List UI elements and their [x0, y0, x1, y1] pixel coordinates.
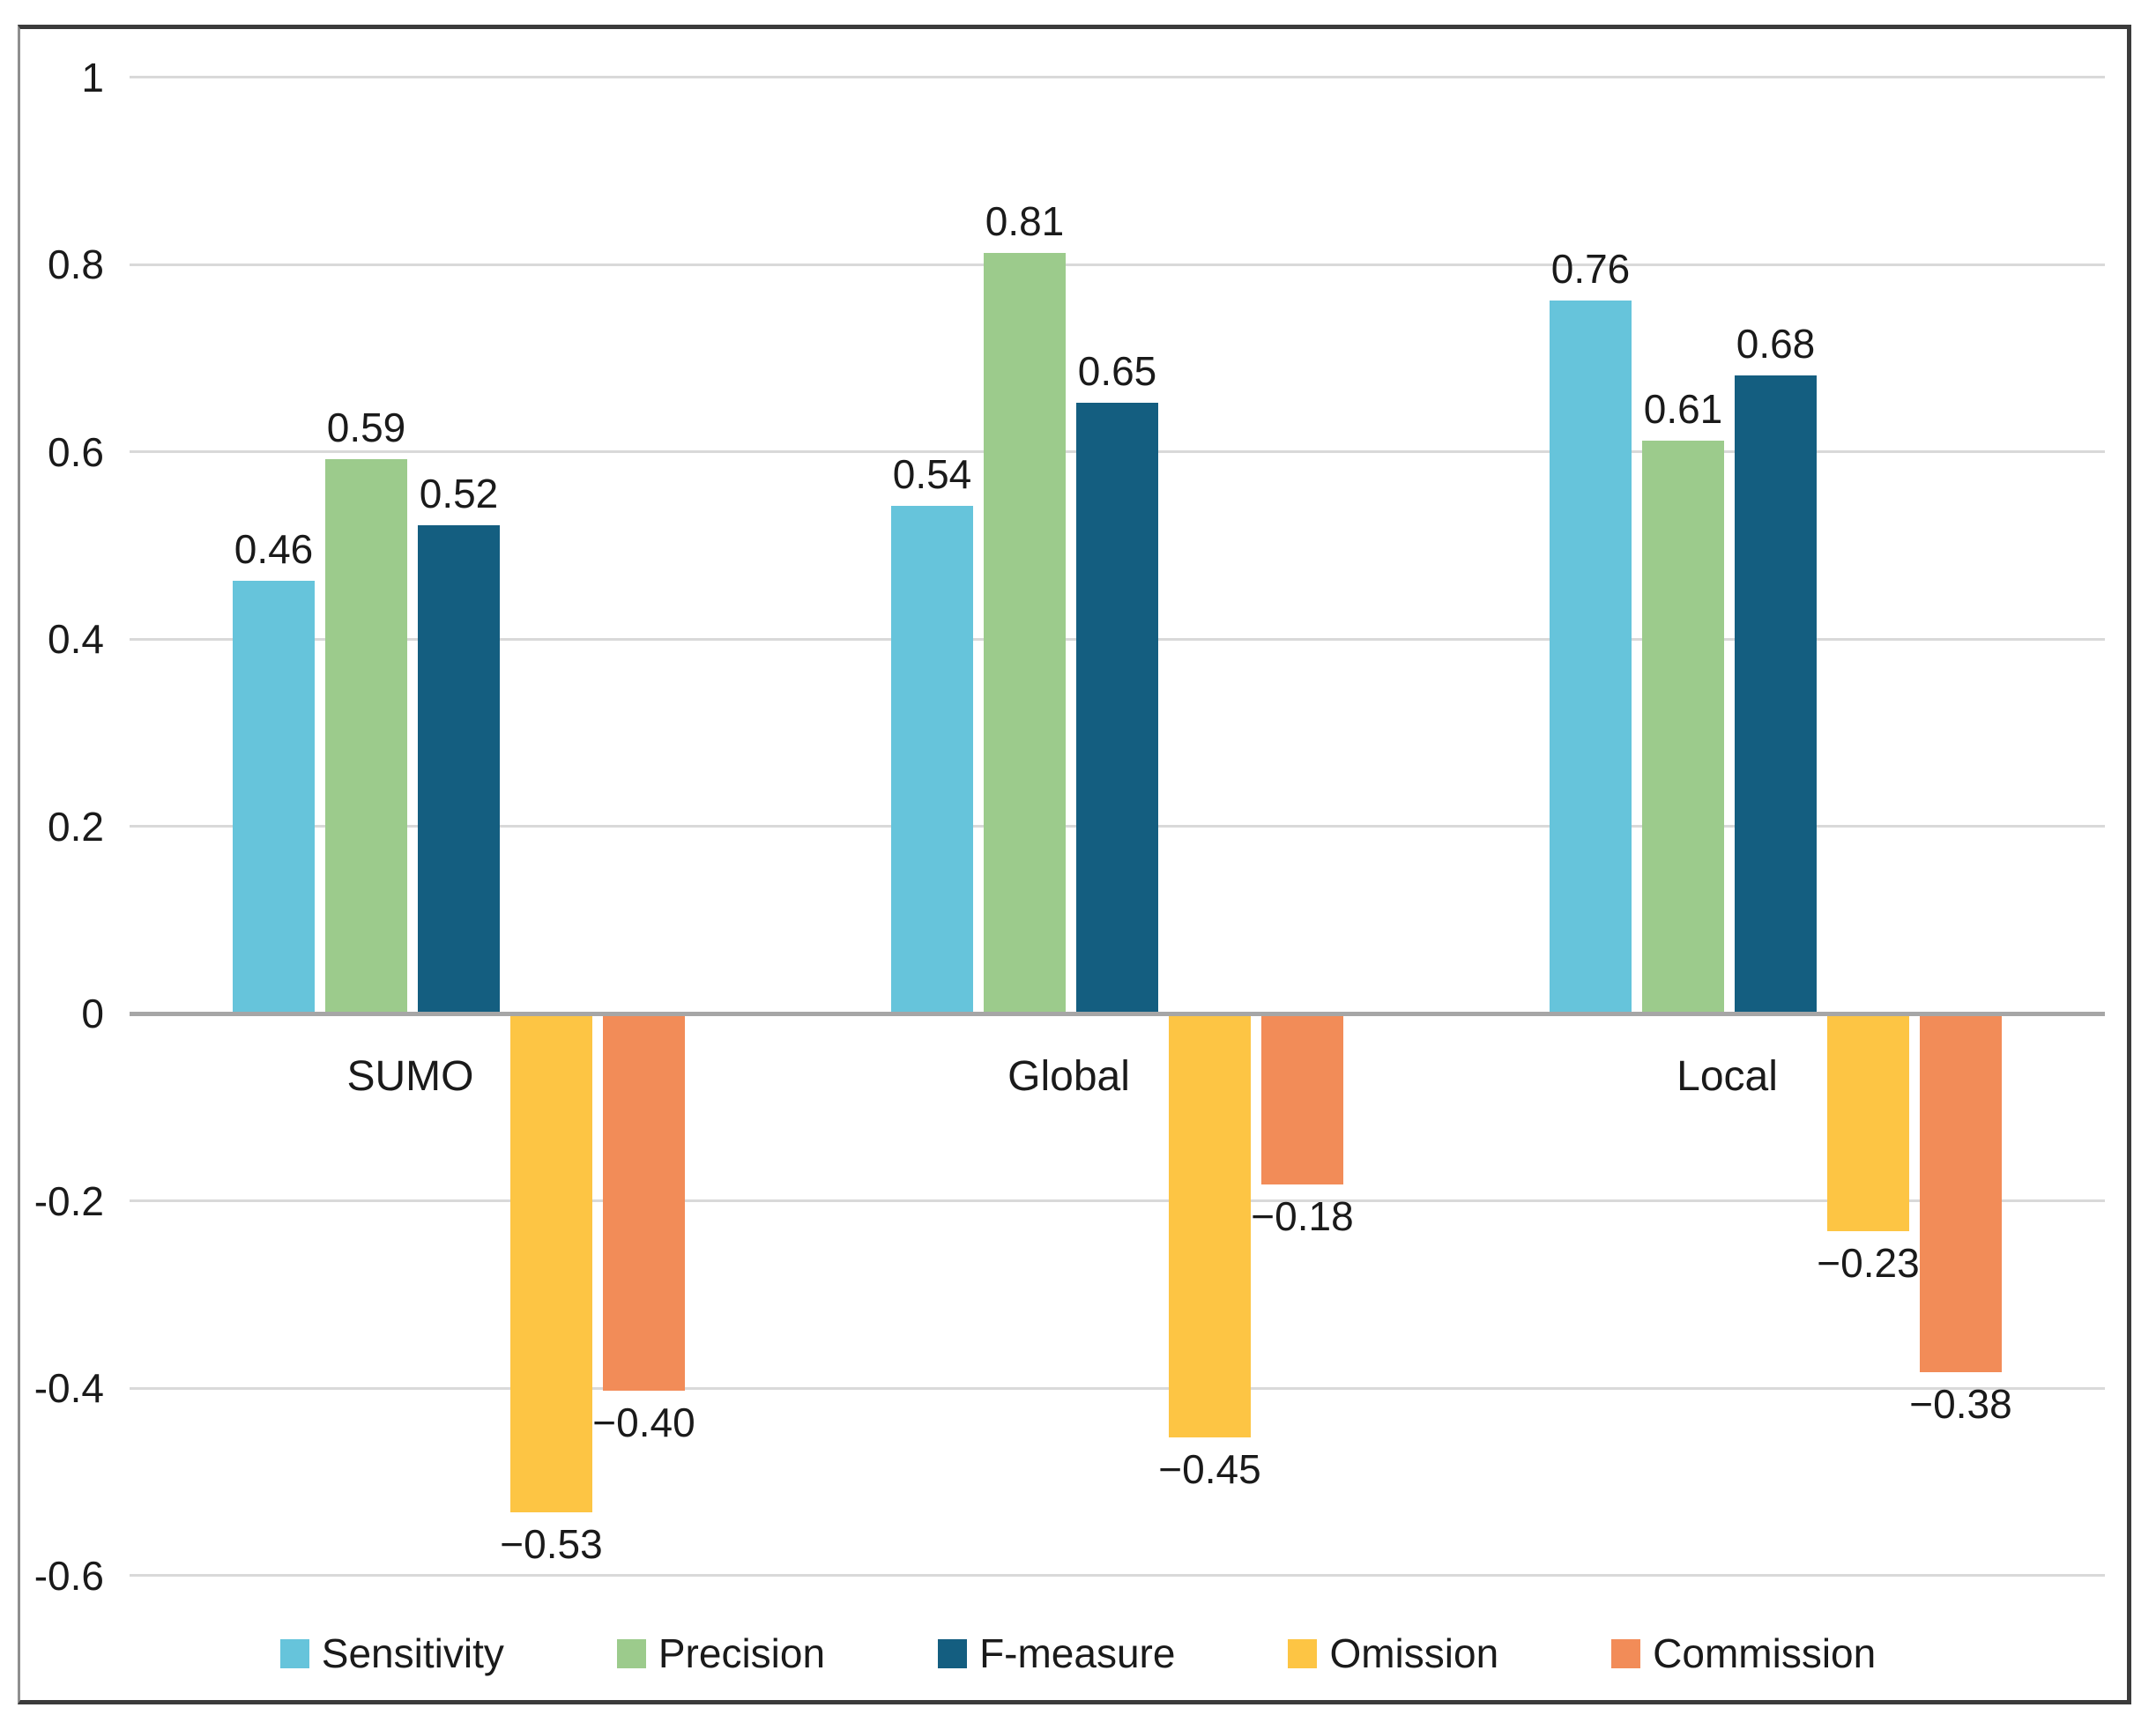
- bar-omission-sumo: [510, 1016, 592, 1513]
- legend-swatch-sensitivity: [279, 1638, 309, 1668]
- bar-omission-global: [1169, 1016, 1251, 1438]
- bar-value-label: 0.68: [1736, 320, 1816, 367]
- bar-value-label: 0.52: [419, 470, 499, 516]
- bar-sensitivity-sumo: [233, 581, 315, 1012]
- legend-item-sensitivity: Sensitivity: [279, 1630, 504, 1676]
- bar-f-measure-local: [1735, 375, 1817, 1012]
- gridline: [130, 1386, 2105, 1390]
- legend-item-f-measure: F-measure: [938, 1630, 1175, 1676]
- y-axis-tick-label: -0.6: [33, 1552, 104, 1599]
- bar-value-label: 0.59: [326, 405, 406, 451]
- bar-value-label: −0.18: [1251, 1193, 1354, 1240]
- bar-precision-global: [984, 253, 1066, 1012]
- legend-item-label: F-measure: [979, 1630, 1176, 1676]
- bar-value-label: 0.54: [892, 451, 972, 498]
- y-axis-tick-label: 1: [81, 54, 104, 100]
- legend-item-label: Omission: [1329, 1630, 1499, 1676]
- legend-swatch-precision: [616, 1638, 646, 1668]
- bar-value-label: −0.40: [592, 1400, 695, 1445]
- legend-item-label: Sensitivity: [321, 1630, 504, 1676]
- y-axis-tick-label: 0: [81, 991, 104, 1036]
- chart-frame: [18, 25, 2131, 1704]
- bar-precision-sumo: [325, 459, 407, 1012]
- bar-value-label: −0.23: [1817, 1240, 1920, 1287]
- bar-f-measure-sumo: [418, 524, 500, 1012]
- bar-value-label: −0.53: [500, 1521, 603, 1568]
- bar-f-measure-global: [1076, 403, 1158, 1012]
- bar-sensitivity-global: [891, 506, 973, 1012]
- bar-value-label: 0.81: [985, 198, 1065, 245]
- legend-swatch-omission: [1288, 1638, 1318, 1668]
- bar-sensitivity-local: [1550, 300, 1632, 1012]
- y-axis-tick-label: -0.2: [33, 1177, 104, 1224]
- bar-commission-sumo: [603, 1016, 685, 1391]
- y-axis-tick-label: 0.6: [48, 428, 104, 475]
- bar-precision-local: [1642, 440, 1724, 1012]
- legend-item-precision: Precision: [616, 1630, 826, 1676]
- bar-commission-global: [1261, 1016, 1343, 1185]
- legend-item-omission: Omission: [1288, 1630, 1498, 1676]
- legend-swatch-f-measure: [938, 1638, 968, 1668]
- gridline: [130, 263, 2105, 266]
- bar-value-label: 0.61: [1643, 385, 1723, 432]
- y-axis-tick-label: 0.8: [48, 241, 104, 287]
- legend-item-label: Precision: [658, 1630, 826, 1676]
- category-label-sumo: SUMO: [346, 1053, 474, 1100]
- bar-value-label: 0.76: [1550, 245, 1631, 292]
- y-axis-tick-label: 0.2: [48, 803, 104, 850]
- bar-value-label: 0.46: [234, 526, 314, 573]
- zero-axis-line: [130, 1011, 2105, 1016]
- gridline: [130, 76, 2105, 78]
- gridline: [130, 1199, 2105, 1202]
- legend-item-label: Commission: [1653, 1630, 1877, 1676]
- category-label-local: Local: [1676, 1053, 1778, 1100]
- bar-value-label: 0.65: [1077, 348, 1157, 395]
- bar-value-label: −0.38: [1909, 1380, 2012, 1427]
- legend-swatch-commission: [1611, 1638, 1641, 1668]
- category-label-global: Global: [1007, 1053, 1130, 1100]
- bar-commission-local: [1920, 1016, 2002, 1372]
- y-axis-tick-label: -0.4: [33, 1365, 104, 1411]
- bar-omission-local: [1827, 1016, 1909, 1232]
- bar-value-label: −0.45: [1158, 1446, 1261, 1493]
- gridline: [130, 1574, 2105, 1577]
- legend: Sensitivity Precision F-measure Omission Com…: [0, 1630, 2156, 1676]
- legend-item-commission: Commission: [1611, 1630, 1876, 1676]
- y-axis-tick-label: 0.4: [48, 616, 104, 662]
